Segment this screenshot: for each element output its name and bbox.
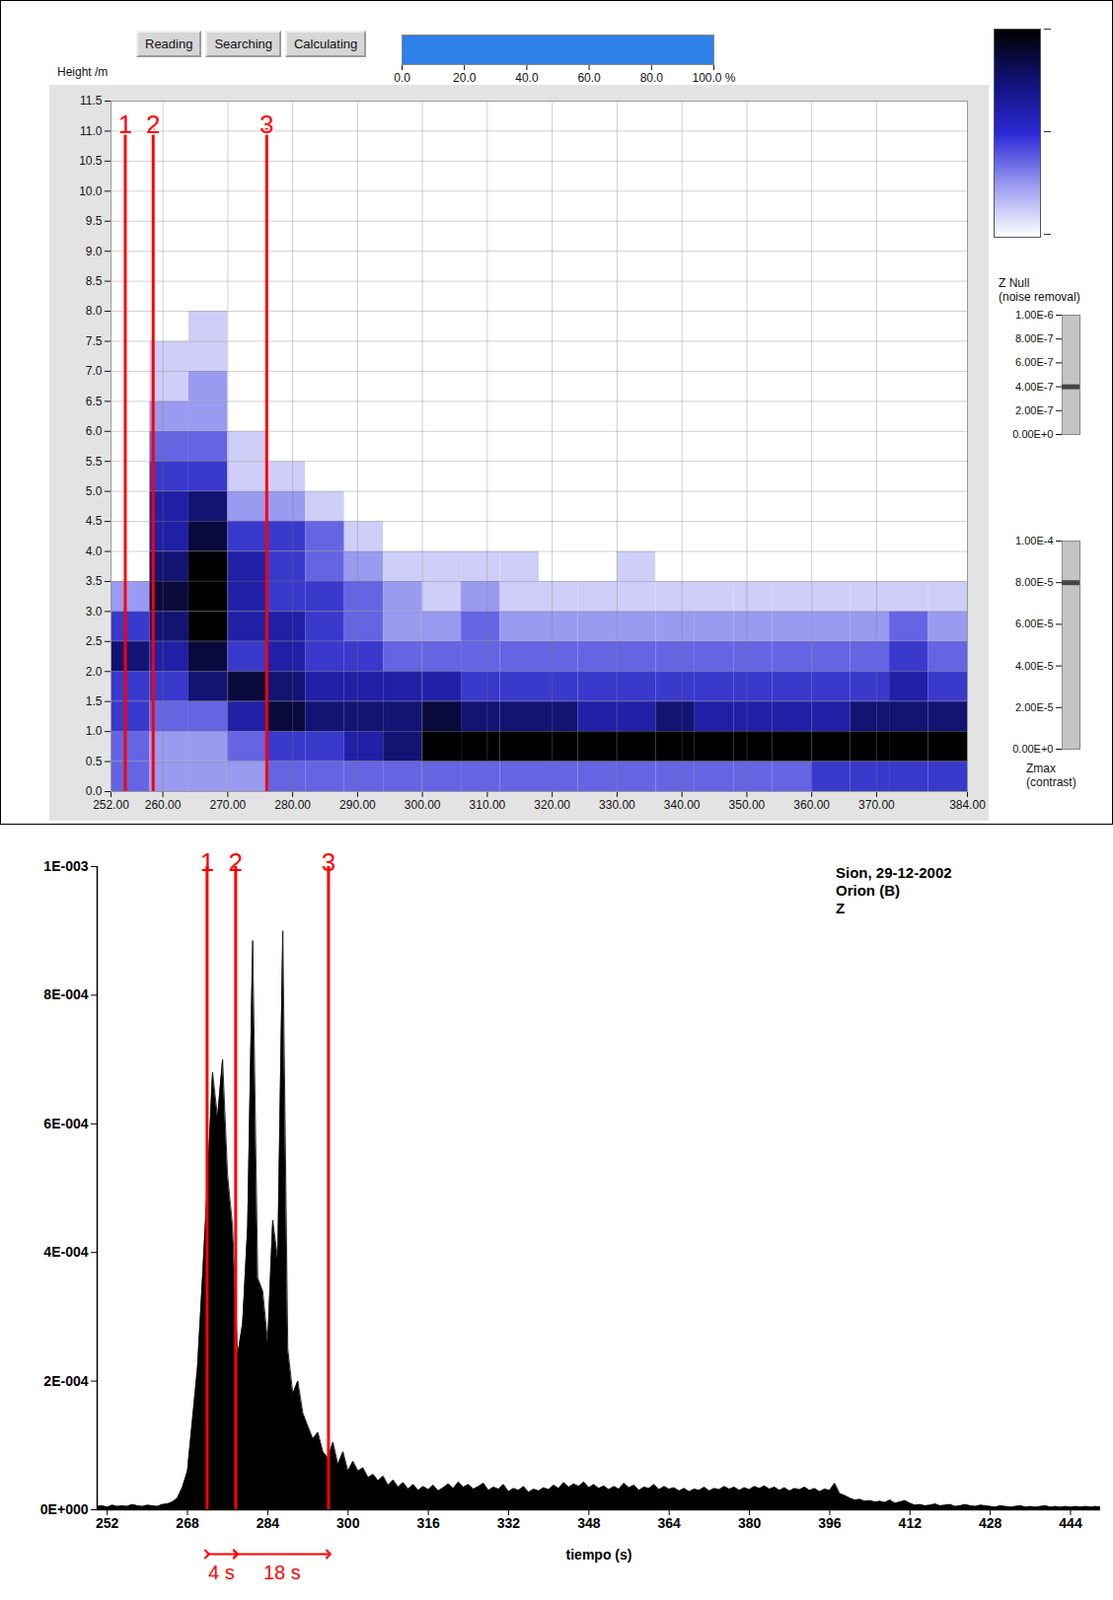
svg-text:380: 380 bbox=[738, 1515, 762, 1532]
html-text:Height /m: Height /m bbox=[57, 65, 108, 79]
svg-text:3.5: 3.5 bbox=[85, 574, 103, 589]
svg-text:6.00E-5: 6.00E-5 bbox=[1015, 617, 1054, 630]
svg-text:2.00E-5: 2.00E-5 bbox=[1015, 701, 1054, 714]
svg-text:6.00E-7: 6.00E-7 bbox=[1015, 356, 1054, 369]
svg-text:tiempo (s): tiempo (s) bbox=[566, 1547, 633, 1563]
svg-text:10.0: 10.0 bbox=[78, 184, 103, 199]
html-text:Z: Z bbox=[835, 899, 845, 917]
svg-text:1.5: 1.5 bbox=[85, 694, 103, 709]
html-text:(contrast): (contrast) bbox=[1026, 775, 1077, 790]
svg-text:1.00E-4: 1.00E-4 bbox=[1015, 534, 1054, 547]
svg-text:370.00: 370.00 bbox=[858, 798, 895, 813]
svg-text:0.00E+0: 0.00E+0 bbox=[1012, 428, 1053, 441]
svg-text:0.5: 0.5 bbox=[85, 754, 103, 769]
svg-text:10.5: 10.5 bbox=[78, 153, 103, 168]
svg-text:40.0: 40.0 bbox=[515, 71, 539, 85]
svg-text:2: 2 bbox=[146, 109, 160, 140]
svg-text:20.0: 20.0 bbox=[452, 71, 477, 85]
svg-text:1: 1 bbox=[118, 109, 133, 140]
svg-text:11.5: 11.5 bbox=[79, 93, 103, 108]
svg-text:0.0: 0.0 bbox=[393, 71, 411, 85]
svg-text:8E-004: 8E-004 bbox=[43, 986, 88, 1003]
svg-text:2E-004: 2E-004 bbox=[43, 1373, 88, 1390]
svg-text:4.0: 4.0 bbox=[85, 544, 103, 559]
html-text:Sion, 29-12-2002: Sion, 29-12-2002 bbox=[835, 864, 952, 882]
svg-text:8.0: 8.0 bbox=[85, 303, 103, 318]
svg-text:0.0: 0.0 bbox=[85, 784, 103, 799]
svg-text:3: 3 bbox=[259, 109, 274, 140]
html-text:Z Null: Z Null bbox=[998, 276, 1030, 291]
svg-text:280.00: 280.00 bbox=[274, 798, 311, 813]
svg-text:3: 3 bbox=[321, 847, 336, 878]
svg-text:252: 252 bbox=[95, 1515, 120, 1532]
svg-text:1.0: 1.0 bbox=[85, 724, 103, 739]
svg-text:348: 348 bbox=[577, 1515, 601, 1532]
svg-text:5.0: 5.0 bbox=[85, 484, 103, 499]
svg-text:5.5: 5.5 bbox=[85, 454, 103, 469]
svg-text:330.00: 330.00 bbox=[598, 798, 636, 813]
svg-text:268: 268 bbox=[175, 1515, 200, 1532]
svg-text:11.0: 11.0 bbox=[79, 124, 103, 139]
svg-text:4.5: 4.5 bbox=[85, 514, 103, 528]
svg-text:2.5: 2.5 bbox=[85, 634, 103, 649]
svg-text:320.00: 320.00 bbox=[533, 798, 571, 813]
svg-text:396: 396 bbox=[817, 1515, 842, 1532]
svg-text:384.00: 384.00 bbox=[949, 798, 986, 813]
svg-text:316: 316 bbox=[416, 1515, 441, 1532]
svg-text:2.00E-7: 2.00E-7 bbox=[1015, 404, 1054, 417]
svg-text:4E-004: 4E-004 bbox=[43, 1244, 88, 1261]
svg-text:252.00: 252.00 bbox=[92, 798, 130, 813]
svg-text:412: 412 bbox=[898, 1515, 923, 1532]
svg-text:340.00: 340.00 bbox=[664, 798, 701, 813]
svg-text:3.0: 3.0 bbox=[85, 604, 103, 619]
html-text:Calculating: Calculating bbox=[294, 36, 358, 52]
svg-text:9.5: 9.5 bbox=[85, 214, 103, 228]
svg-text:80.0: 80.0 bbox=[640, 71, 665, 85]
svg-text:300: 300 bbox=[336, 1515, 361, 1532]
svg-text:100.0 %: 100.0 % bbox=[691, 71, 736, 85]
svg-text:4.00E-5: 4.00E-5 bbox=[1015, 660, 1054, 672]
svg-text:6.0: 6.0 bbox=[85, 424, 103, 439]
svg-text:350.00: 350.00 bbox=[729, 798, 766, 813]
svg-text:270.00: 270.00 bbox=[210, 798, 247, 813]
html-text:Orion (B): Orion (B) bbox=[835, 882, 900, 899]
svg-text:310.00: 310.00 bbox=[469, 798, 507, 813]
svg-text:18 s: 18 s bbox=[263, 1561, 301, 1584]
svg-text:0E+000: 0E+000 bbox=[40, 1501, 89, 1518]
svg-text:360.00: 360.00 bbox=[793, 798, 830, 813]
svg-text:6.5: 6.5 bbox=[85, 394, 103, 409]
svg-text:332: 332 bbox=[497, 1515, 521, 1532]
svg-text:2: 2 bbox=[228, 847, 243, 878]
html-text:Zmax: Zmax bbox=[1026, 761, 1056, 776]
svg-text:428: 428 bbox=[978, 1515, 1003, 1532]
svg-text:2.0: 2.0 bbox=[85, 665, 103, 679]
svg-text:7.0: 7.0 bbox=[85, 364, 103, 378]
svg-text:284: 284 bbox=[256, 1515, 281, 1532]
svg-text:7.5: 7.5 bbox=[85, 334, 103, 349]
svg-text:300.00: 300.00 bbox=[404, 798, 442, 813]
svg-text:6E-004: 6E-004 bbox=[43, 1115, 88, 1132]
svg-text:444: 444 bbox=[1058, 1515, 1083, 1532]
svg-text:9.0: 9.0 bbox=[85, 244, 103, 259]
svg-text:8.5: 8.5 bbox=[85, 274, 103, 289]
svg-text:1: 1 bbox=[200, 847, 215, 878]
svg-text:60.0: 60.0 bbox=[577, 71, 601, 85]
svg-text:8.00E-5: 8.00E-5 bbox=[1015, 576, 1054, 589]
html-text:Searching: Searching bbox=[214, 36, 273, 52]
html-text:Reading: Reading bbox=[145, 36, 193, 52]
html-text:(noise removal): (noise removal) bbox=[998, 290, 1081, 304]
svg-text:290.00: 290.00 bbox=[339, 798, 376, 813]
svg-text:1E-003: 1E-003 bbox=[43, 858, 88, 875]
svg-text:1.00E-6: 1.00E-6 bbox=[1015, 308, 1054, 321]
svg-text:0.00E+0: 0.00E+0 bbox=[1012, 742, 1053, 755]
svg-text:8.00E-7: 8.00E-7 bbox=[1015, 332, 1054, 345]
svg-text:260.00: 260.00 bbox=[145, 798, 182, 813]
svg-text:4.00E-7: 4.00E-7 bbox=[1015, 380, 1054, 393]
svg-text:364: 364 bbox=[658, 1515, 682, 1532]
svg-text:4 s: 4 s bbox=[208, 1561, 235, 1584]
